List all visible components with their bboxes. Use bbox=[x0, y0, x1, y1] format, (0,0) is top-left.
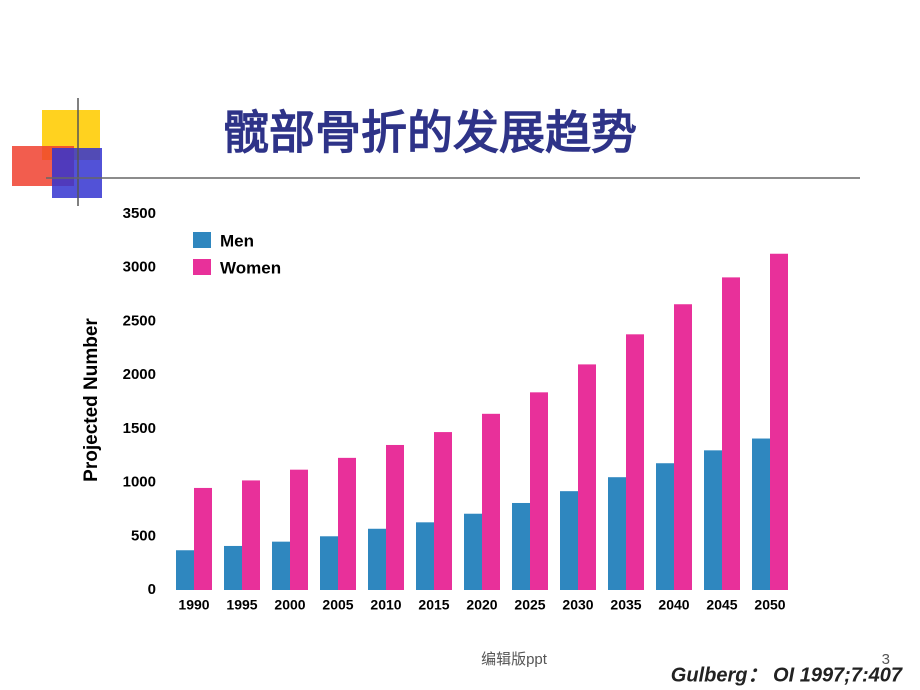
x-tick-label: 2030 bbox=[562, 597, 593, 613]
bar bbox=[272, 541, 290, 590]
y-tick-label: 2000 bbox=[123, 366, 156, 383]
bar bbox=[770, 253, 788, 590]
y-tick-label: 2500 bbox=[123, 312, 156, 329]
bar bbox=[242, 480, 260, 590]
x-tick-label: 2040 bbox=[658, 597, 689, 613]
decoration bbox=[12, 98, 860, 206]
x-tick-label: 2035 bbox=[610, 597, 641, 613]
y-tick-label: 3500 bbox=[123, 205, 156, 222]
footer: 编辑版ppt bbox=[481, 651, 548, 668]
y-tick-label: 1000 bbox=[123, 474, 156, 491]
citation: Gulberg： OI 1997;7:407 bbox=[671, 664, 903, 686]
x-tick-label: 2015 bbox=[418, 597, 449, 613]
legend-swatch bbox=[193, 232, 211, 248]
x-tick-label: 2025 bbox=[514, 597, 545, 613]
bar bbox=[752, 438, 770, 590]
bar bbox=[512, 502, 530, 590]
bar bbox=[530, 392, 548, 590]
legend-label: Women bbox=[220, 258, 281, 277]
bar bbox=[290, 469, 308, 590]
bar bbox=[704, 450, 722, 590]
x-tick-label: 1990 bbox=[178, 597, 209, 613]
y-axis-label: Projected Number bbox=[81, 318, 102, 482]
y-tick-label: 3000 bbox=[123, 259, 156, 276]
x-tick-label: 2050 bbox=[754, 597, 785, 613]
legend-swatch bbox=[193, 259, 211, 275]
bar bbox=[368, 528, 386, 590]
bar bbox=[386, 444, 404, 590]
y-tick-label: 1500 bbox=[123, 420, 156, 437]
x-tick-label: 2010 bbox=[370, 597, 401, 613]
bar bbox=[674, 304, 692, 590]
x-tick-label: 1995 bbox=[226, 597, 257, 613]
bar bbox=[626, 334, 644, 590]
bar bbox=[434, 432, 452, 590]
bar bbox=[482, 413, 500, 590]
page-number: 3 bbox=[882, 651, 890, 668]
x-tick-label: 2045 bbox=[706, 597, 737, 613]
slide-title: 髋部骨折的发展趋势 bbox=[223, 108, 637, 159]
bar bbox=[194, 487, 212, 590]
bar bbox=[338, 457, 356, 590]
bar bbox=[578, 364, 596, 590]
bar bbox=[176, 550, 194, 590]
x-tick-label: 2020 bbox=[466, 597, 497, 613]
x-tick-label: 2005 bbox=[322, 597, 353, 613]
legend-label: Men bbox=[220, 231, 254, 250]
bar bbox=[416, 522, 434, 590]
bar bbox=[224, 545, 242, 590]
bar bbox=[722, 277, 740, 590]
bar bbox=[560, 491, 578, 590]
y-tick-label: 500 bbox=[131, 527, 156, 544]
bar bbox=[464, 513, 482, 590]
x-tick-label: 2000 bbox=[274, 597, 305, 613]
bar bbox=[608, 477, 626, 590]
bar bbox=[656, 463, 674, 590]
bar bbox=[320, 536, 338, 590]
y-tick-label: 0 bbox=[148, 581, 156, 598]
